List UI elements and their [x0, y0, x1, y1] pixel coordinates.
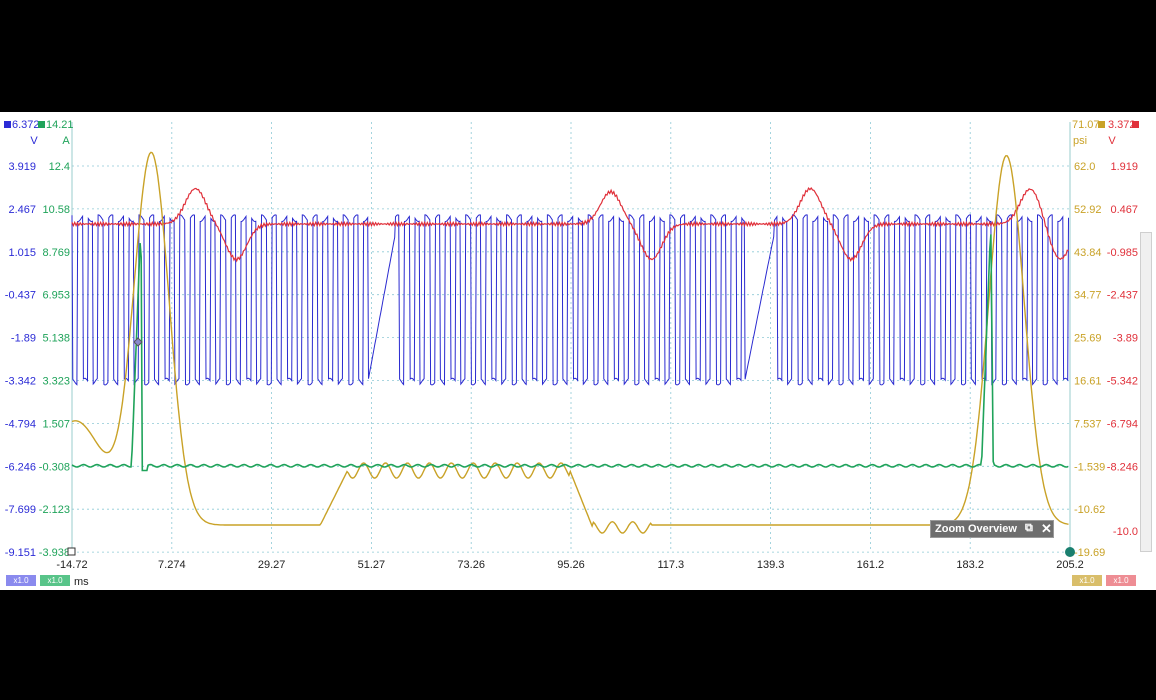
scope-chart[interactable]: 6.372 14.21 V A 71.07 3.372 psi V 3.919 2.467 1.01… — [0, 112, 1156, 590]
right-psi-tick-label: -1.539 — [1074, 461, 1105, 473]
x-tick-label: 95.26 — [557, 559, 585, 571]
vertical-scrollbar[interactable] — [1140, 232, 1152, 552]
blue-trace — [71, 214, 1069, 386]
right-psi-tick-label: 16.61 — [1074, 376, 1102, 388]
channel-b-multiplier[interactable]: x1.0 — [40, 575, 70, 586]
left-v-tick-label: 2.467 — [8, 204, 36, 216]
left-v-tick-label: -0.437 — [5, 290, 36, 302]
left-a-tick-label: 8.769 — [42, 247, 70, 259]
left-v-tick-label: -9.151 — [5, 547, 36, 559]
x-tick-label: 51.27 — [358, 559, 386, 571]
x-tick-label: 73.26 — [457, 559, 485, 571]
left-v-unit: V — [30, 135, 38, 147]
left-a-tick-label: -3.938 — [39, 547, 70, 559]
trigger-marker — [133, 337, 143, 347]
green-trace — [71, 234, 1069, 472]
channel-c-swatch — [1098, 121, 1105, 128]
restore-icon[interactable]: ⧉ — [1025, 522, 1033, 534]
zoom-overview-panel[interactable]: Zoom Overview ⧉ ✕ — [930, 520, 1054, 538]
right-psi-tick-label: 62.0 — [1074, 161, 1095, 173]
right-psi-tick-label: -10.62 — [1074, 504, 1105, 516]
x-tick-label: 161.2 — [857, 559, 885, 571]
zoom-overview-title: Zoom Overview — [935, 523, 1017, 535]
axes: 6.372 14.21 V A 71.07 3.372 psi V 3.919 2.467 1.01… — [4, 119, 1139, 588]
right-v-tick-label: 0.467 — [1110, 204, 1138, 216]
left-a-tick-label: 1.507 — [42, 418, 70, 430]
x-tick-label: 29.27 — [258, 559, 286, 571]
red-trace — [71, 186, 1069, 263]
channel-a-swatch — [4, 121, 11, 128]
traces — [71, 151, 1069, 534]
left-v-tick-label: -3.342 — [5, 376, 36, 388]
left-a-top-value: 14.21 — [46, 119, 74, 131]
right-psi-tick-label: 7.537 — [1074, 418, 1102, 430]
right-psi-tick-label: 34.77 — [1074, 290, 1102, 302]
right-psi-top-value: 71.07 — [1072, 119, 1100, 131]
left-v-tick-label: -7.699 — [5, 504, 36, 516]
right-v-unit: V — [1108, 135, 1116, 147]
left-v-tick-label: -1.89 — [11, 333, 36, 345]
right-v-tick-label: -2.437 — [1107, 290, 1138, 302]
left-a-tick-label: 12.4 — [49, 161, 70, 173]
x-tick-label: 139.3 — [757, 559, 785, 571]
channel-d-multiplier[interactable]: x1.0 — [1106, 575, 1136, 586]
right-psi-tick-label: 43.84 — [1074, 247, 1102, 259]
right-v-tick-label: -10.0 — [1113, 526, 1138, 538]
channel-b-swatch — [38, 121, 45, 128]
left-a-unit: A — [62, 135, 70, 147]
left-v-tick-label: -4.794 — [5, 418, 36, 430]
left-a-tick-label: 6.953 — [42, 290, 70, 302]
cursor-handle — [1065, 547, 1075, 557]
x-tick-label: 183.2 — [956, 559, 984, 571]
right-psi-tick-label: 52.92 — [1074, 204, 1102, 216]
left-v-top-value: 6.372 — [12, 119, 40, 131]
left-a-tick-label: 10.58 — [42, 204, 70, 216]
left-a-tick-label: 3.323 — [42, 376, 70, 388]
right-v-tick-label: -0.985 — [1107, 247, 1138, 259]
right-psi-tick-label: 25.69 — [1074, 333, 1102, 345]
left-a-tick-label: -0.308 — [39, 461, 70, 473]
right-psi-tick-label: -19.69 — [1074, 547, 1105, 559]
right-v-tick-label: -8.246 — [1107, 461, 1138, 473]
right-v-top-value: 3.372 — [1108, 119, 1136, 131]
right-v-tick-label: -6.794 — [1107, 418, 1138, 430]
x-tick-label: 117.3 — [657, 559, 684, 571]
x-unit-label: ms — [74, 576, 89, 588]
right-psi-unit: psi — [1073, 135, 1087, 147]
left-a-tick-label: -2.123 — [39, 504, 70, 516]
channel-c-multiplier[interactable]: x1.0 — [1072, 575, 1102, 586]
left-a-tick-label: 5.138 — [42, 333, 70, 345]
channel-a-multiplier[interactable]: x1.0 — [6, 575, 36, 586]
left-v-tick-label: 1.015 — [8, 247, 36, 259]
close-icon[interactable]: ✕ — [1041, 521, 1052, 536]
left-v-tick-label: 3.919 — [8, 161, 36, 173]
channel-d-swatch — [1132, 121, 1139, 128]
right-v-tick-label: 1.919 — [1110, 161, 1138, 173]
x-tick-label: 205.2 — [1056, 559, 1084, 571]
x-tick-label: -14.72 — [56, 559, 87, 571]
oscilloscope-panel[interactable]: 6.372 14.21 V A 71.07 3.372 psi V 3.919 2.467 1.01… — [0, 112, 1156, 590]
left-v-tick-label: -6.246 — [5, 461, 36, 473]
right-v-tick-label: -3.89 — [1113, 333, 1138, 345]
gold-trace — [71, 151, 1069, 534]
cursor-marker — [67, 547, 76, 556]
right-v-tick-label: -5.342 — [1107, 376, 1138, 388]
x-tick-label: 7.274 — [158, 559, 186, 571]
